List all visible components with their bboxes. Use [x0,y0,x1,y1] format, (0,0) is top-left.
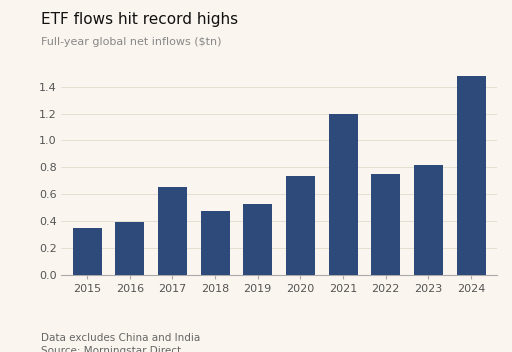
Bar [286,176,315,275]
Bar [115,222,144,275]
Bar [371,174,400,275]
Bar [201,211,229,275]
Text: Data excludes China and India: Data excludes China and India [41,333,200,342]
Bar [457,76,485,275]
Bar [73,228,101,275]
Bar [329,114,357,275]
Bar [158,187,187,275]
Text: Full-year global net inflows ($tn): Full-year global net inflows ($tn) [41,37,222,47]
Text: Source: Morningstar Direct: Source: Morningstar Direct [41,346,181,352]
Text: ETF flows hit record highs: ETF flows hit record highs [41,12,238,27]
Bar [414,165,443,275]
Bar [243,204,272,275]
